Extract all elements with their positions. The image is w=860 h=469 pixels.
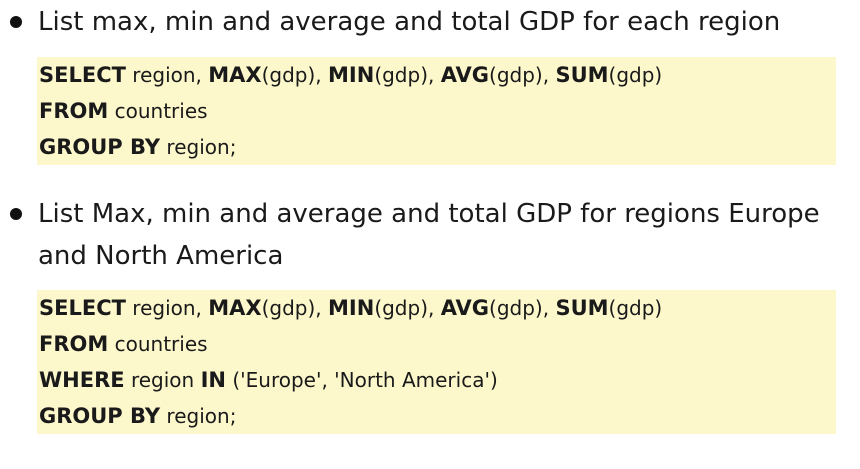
sql-keyword: IN	[200, 368, 226, 392]
sql-keyword: GROUP BY	[39, 135, 161, 159]
sql-text: countries	[108, 332, 208, 356]
code-line: GROUP BY region;	[37, 129, 836, 165]
sql-text: (gdp),	[261, 63, 329, 87]
sql-text: region;	[160, 135, 237, 159]
bullet-text: List max, min and average and total GDP …	[38, 7, 781, 37]
sql-text: (gdp)	[608, 296, 663, 320]
sql-text: region,	[125, 296, 209, 320]
bullet-point	[10, 16, 22, 28]
sql-text: countries	[108, 99, 208, 123]
sql-keyword: SELECT	[39, 63, 126, 87]
code-line: WHERE region IN ('Europe', 'North Americ…	[37, 362, 836, 398]
code-block: SELECT region, MAX(gdp), MIN(gdp), AVG(g…	[37, 57, 836, 165]
sql-keyword: MIN	[328, 296, 375, 320]
sql-keyword: AVG	[440, 296, 490, 320]
sql-keyword: SUM	[555, 296, 609, 320]
sql-text: (gdp)	[608, 63, 663, 87]
sql-text: region	[124, 368, 201, 392]
sql-text: (gdp),	[261, 296, 329, 320]
sql-text: ('Europe', 'North America')	[225, 368, 498, 392]
sql-keyword: SELECT	[39, 296, 126, 320]
code-block: SELECT region, MAX(gdp), MIN(gdp), AVG(g…	[37, 290, 836, 434]
sql-keyword: FROM	[39, 99, 109, 123]
code-line: FROM countries	[37, 326, 836, 362]
sql-keyword: MAX	[208, 63, 262, 87]
sql-text: (gdp),	[374, 63, 441, 87]
sql-text: (gdp),	[489, 63, 556, 87]
sql-text: (gdp),	[374, 296, 441, 320]
sql-keyword: MIN	[328, 63, 375, 87]
code-line: FROM countries	[37, 93, 836, 129]
bullet-text: List Max, min and average and total GDP …	[38, 199, 820, 229]
code-line: GROUP BY region;	[37, 398, 836, 434]
bullet-point	[10, 208, 22, 220]
sql-text: region,	[125, 63, 209, 87]
sql-keyword: AVG	[440, 63, 490, 87]
code-line: SELECT region, MAX(gdp), MIN(gdp), AVG(g…	[37, 290, 836, 326]
sql-text: (gdp),	[489, 296, 556, 320]
sql-keyword: SUM	[555, 63, 609, 87]
sql-keyword: WHERE	[39, 368, 125, 392]
sql-keyword: FROM	[39, 332, 109, 356]
code-line: SELECT region, MAX(gdp), MIN(gdp), AVG(g…	[37, 57, 836, 93]
sql-text: region;	[160, 404, 237, 428]
sql-keyword: MAX	[208, 296, 262, 320]
bullet-text-continuation: and North America	[38, 241, 284, 271]
sql-keyword: GROUP BY	[39, 404, 161, 428]
